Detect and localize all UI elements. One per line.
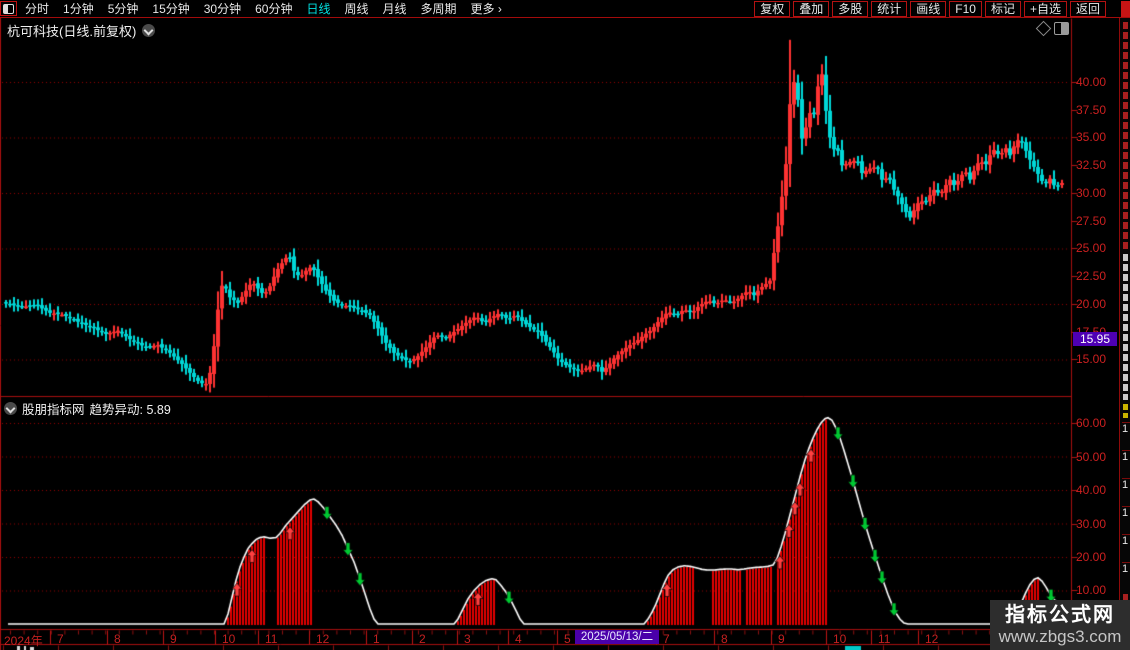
price-axis-label: 32.50 <box>1076 158 1107 172</box>
month-label: 10 <box>222 632 236 646</box>
month-label: 3 <box>464 632 471 646</box>
price-axis-label: 40.00 <box>1076 75 1107 89</box>
panel-layout-icon[interactable] <box>1054 22 1069 35</box>
strip-yellow-text <box>1123 404 1128 418</box>
price-axis-label: 25.00 <box>1076 241 1107 255</box>
price-marker-badge: 15.95 <box>1073 332 1117 346</box>
watermark-site-name: 指标公式网 <box>1005 603 1115 626</box>
month-label: 5 <box>564 632 571 646</box>
month-label: 11 <box>878 632 891 646</box>
month-label: 11 <box>265 632 278 646</box>
price-axis-label: 27.50 <box>1076 214 1107 228</box>
price-axis-label: 15.00 <box>1076 352 1107 366</box>
period-月线[interactable]: 月线 <box>382 2 407 16</box>
menu-toolbar: 复权 叠加 多股 统计 画线 F10 标记 +自选 返回 <box>751 0 1106 17</box>
strip-red-text <box>1123 22 1128 250</box>
month-label: 12 <box>925 632 939 646</box>
period-分时[interactable]: 分时 <box>25 2 50 16</box>
month-label: 10 <box>833 632 847 646</box>
menu-叠加[interactable]: 叠加 <box>793 0 830 17</box>
top-toolbar: 分时 1分钟 5分钟 15分钟 30分钟 60分钟 日线 周线 月线 多周期 更多 › 复权 叠加 多股… <box>0 0 1130 18</box>
month-label: 2 <box>419 632 426 646</box>
chevron-down-icon[interactable] <box>142 24 156 37</box>
strip-white-text <box>1123 254 1128 400</box>
month-label: 9 <box>170 632 177 646</box>
price-axis-label: 37.50 <box>1076 103 1107 117</box>
period-周线[interactable]: 周线 <box>344 2 369 16</box>
menu-多股[interactable]: 多股 <box>832 0 869 17</box>
chevron-down-icon[interactable] <box>4 402 17 415</box>
menu-返回[interactable]: 返回 <box>1069 0 1106 17</box>
price-axis-label: 35.00 <box>1076 130 1107 144</box>
indicator-value: 趋势异动: 5.89 <box>89 403 171 417</box>
indicator-axis-label: 10.00 <box>1076 583 1107 597</box>
month-label: 1 <box>373 632 380 646</box>
strip-digit: 1 <box>1122 450 1130 463</box>
strip-digit: 1 <box>1122 534 1130 547</box>
menu-统计[interactable]: 统计 <box>871 0 908 17</box>
period-60分钟[interactable]: 60分钟 <box>255 2 293 16</box>
indicator-axis-label: 30.00 <box>1076 517 1107 531</box>
menu-+自选[interactable]: +自选 <box>1023 0 1067 17</box>
period-更多 ›[interactable]: 更多 › <box>470 2 502 16</box>
strip-digit: 1 <box>1122 422 1130 435</box>
period-toolbar: 分时 1分钟 5分钟 15分钟 30分钟 60分钟 日线 周线 月线 多周期 更多 › <box>25 0 502 17</box>
menu-F10[interactable]: F10 <box>949 0 982 17</box>
month-label: 8 <box>114 632 121 646</box>
strip-digit: 1 <box>1122 506 1130 519</box>
date-marker-badge: 2025/05/13/二 <box>575 630 659 644</box>
strip-digit: 1 <box>1122 562 1130 575</box>
period-30分钟[interactable]: 30分钟 <box>203 2 242 16</box>
indicator-axis-label: 60.00 <box>1076 416 1107 430</box>
menu-标记[interactable]: 标记 <box>984 0 1021 17</box>
price-axis-label: 30.00 <box>1076 186 1107 200</box>
month-label: 4 <box>515 632 522 646</box>
indicator-axis-label: 40.00 <box>1076 483 1107 497</box>
price-axis-label: 22.50 <box>1076 269 1107 283</box>
month-label: 9 <box>778 632 785 646</box>
right-sidebar-strip[interactable]: 1 1 1 1 1 1 <box>1119 18 1130 650</box>
month-label: 12 <box>316 632 330 646</box>
month-label: 8 <box>721 632 728 646</box>
month-label: 7 <box>57 632 64 646</box>
watermark-url: www.zbgs3.com <box>998 626 1122 646</box>
month-label: 7 <box>663 632 670 646</box>
price-axis-label: 20.00 <box>1076 297 1107 311</box>
period-5分钟[interactable]: 5分钟 <box>107 2 139 16</box>
month-label: 2024年 <box>4 634 43 648</box>
clipped-menu-button[interactable] <box>1121 0 1130 17</box>
period-多周期[interactable]: 多周期 <box>420 2 457 16</box>
menu-复权[interactable]: 复权 <box>754 0 791 17</box>
period-15分钟[interactable]: 15分钟 <box>152 2 190 16</box>
watermark: 指标公式网 www.zbgs3.com <box>990 600 1130 650</box>
period-日线[interactable]: 日线 <box>306 2 331 16</box>
indicator-header: 股朋指标网 趋势异动: 5.89 <box>4 399 171 418</box>
strip-digit: 1 <box>1122 478 1130 491</box>
menu-画线[interactable]: 画线 <box>910 0 947 17</box>
indicator-source: 股朋指标网 <box>22 403 85 417</box>
stock-title: 杭可科技(日线.前复权) <box>7 24 137 39</box>
layout-toggle-icon[interactable] <box>0 1 17 16</box>
chart-titlebar: 杭可科技(日线.前复权) <box>7 21 156 40</box>
indicator-axis-label: 50.00 <box>1076 450 1107 464</box>
indicator-axis-label: 20.00 <box>1076 550 1107 564</box>
period-1分钟[interactable]: 1分钟 <box>63 2 94 16</box>
